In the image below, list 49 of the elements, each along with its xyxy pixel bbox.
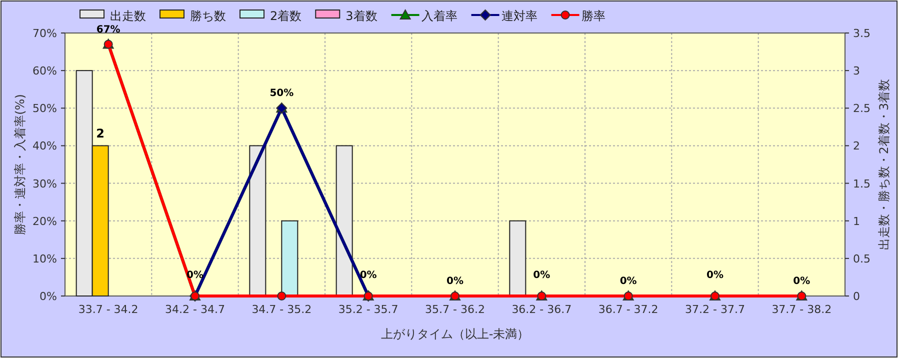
y2-tick-label: 2 bbox=[853, 140, 860, 153]
data-label: 0% bbox=[706, 270, 724, 281]
x-tick-label: 37.2 - 37.7 bbox=[685, 303, 745, 316]
data-label: 2 bbox=[96, 126, 105, 141]
data-label: 0% bbox=[360, 270, 377, 281]
bar bbox=[281, 220, 298, 296]
data-label: 0% bbox=[793, 276, 810, 287]
y-tick-label: 20% bbox=[32, 214, 57, 228]
legend-label: 勝率 bbox=[581, 9, 606, 23]
bar bbox=[509, 220, 526, 296]
legend-label: 入着率 bbox=[421, 9, 458, 23]
legend-label: 3着数 bbox=[346, 9, 378, 23]
bar bbox=[336, 145, 353, 296]
x-tick-label: 37.7 - 38.2 bbox=[772, 303, 832, 316]
y-axis-title: 勝率・連対率・入着率(%) bbox=[13, 94, 27, 235]
x-tick-label: 36.2 - 36.7 bbox=[512, 303, 572, 316]
y-tick-label: 10% bbox=[32, 252, 57, 266]
data-label: 0% bbox=[533, 270, 550, 281]
y2-tick-label: 1 bbox=[853, 214, 860, 228]
y2-tick-label: 2.5 bbox=[853, 102, 870, 116]
y-tick-label: 70% bbox=[32, 27, 57, 40]
legend-label: 出走数 bbox=[110, 9, 146, 23]
x-tick-label: 34.2 - 34.7 bbox=[165, 303, 225, 316]
y2-axis-title: 出走数・勝ち数・2着数・3着数 bbox=[877, 78, 891, 250]
legend-label: 2着数 bbox=[270, 9, 302, 23]
x-axis-title: 上がりタイム（以上-未満） bbox=[380, 327, 530, 341]
legend-label: 連対率 bbox=[501, 9, 538, 23]
y2-tick-label: 0.5 bbox=[853, 252, 870, 266]
data-label: 0% bbox=[446, 276, 464, 287]
data-label: 67% bbox=[96, 24, 120, 36]
x-tick-label: 35.2 - 35.7 bbox=[338, 303, 398, 316]
y-tick-label: 50% bbox=[32, 102, 57, 116]
y2-tick-label: 3 bbox=[853, 64, 860, 78]
y2-tick-label: 3.5 bbox=[853, 27, 870, 40]
legend-label: 勝ち数 bbox=[190, 9, 226, 23]
x-tick-label: 34.7 - 35.2 bbox=[252, 303, 312, 316]
y-tick-label: 60% bbox=[32, 64, 57, 78]
y-tick-label: 30% bbox=[32, 177, 57, 190]
data-label: 50% bbox=[270, 88, 294, 100]
x-tick-label: 36.7 - 37.2 bbox=[598, 303, 658, 316]
point bbox=[277, 292, 286, 300]
y-tick-label: 0% bbox=[40, 290, 57, 303]
y-tick-label: 40% bbox=[32, 140, 57, 153]
x-tick-label: 33.7 - 34.2 bbox=[78, 303, 138, 316]
x-tick-label: 35.7 - 36.2 bbox=[425, 303, 485, 316]
data-label: 0% bbox=[620, 276, 637, 287]
y2-tick-label: 1.5 bbox=[853, 177, 870, 190]
bar bbox=[249, 145, 266, 296]
y2-tick-label: 0 bbox=[853, 290, 860, 303]
